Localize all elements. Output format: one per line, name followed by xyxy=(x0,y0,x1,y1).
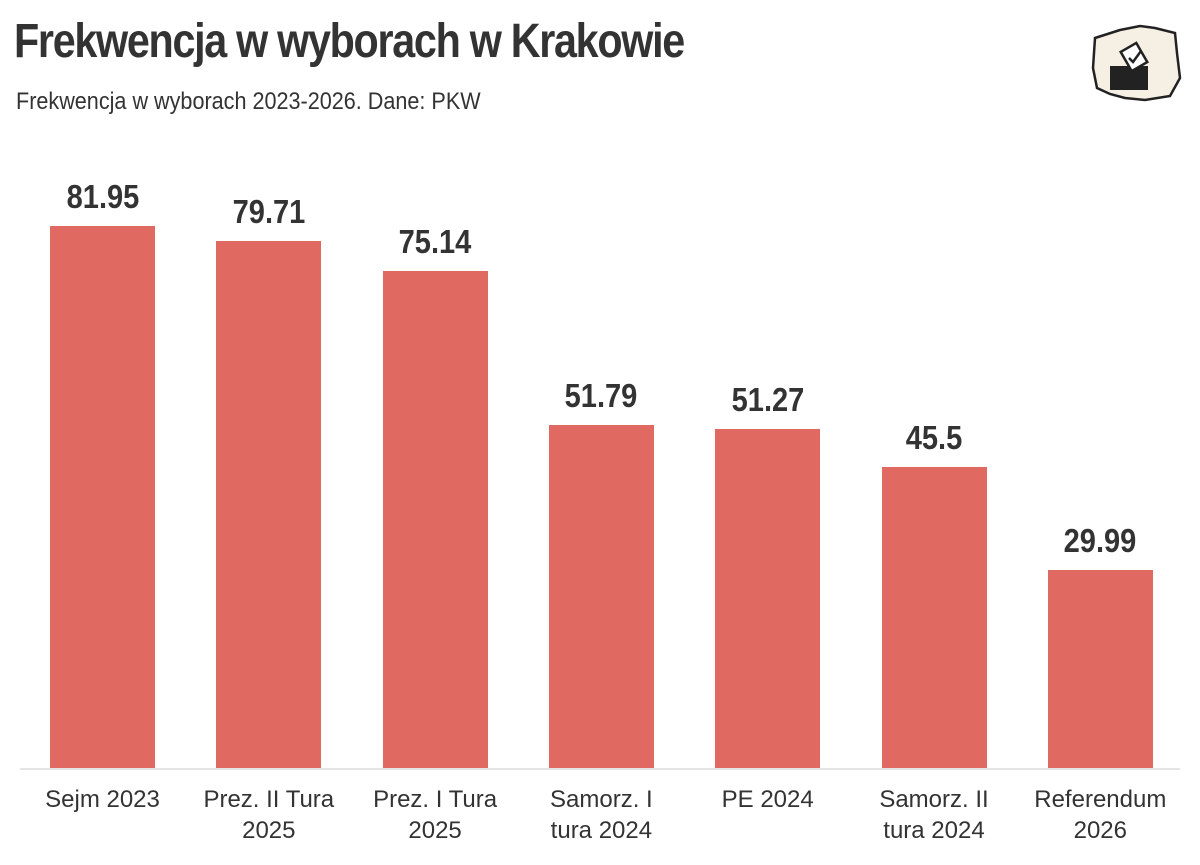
bar xyxy=(382,271,488,768)
data-label: 45.5 xyxy=(905,419,963,457)
chart-subtitle: Frekwencja w wyborach 2023-2026. Dane: P… xyxy=(16,88,481,115)
bar xyxy=(881,467,987,768)
chart-title: Frekwencja w wyborach w Krakowie xyxy=(14,15,685,68)
bar xyxy=(50,225,155,768)
data-label: 29.99 xyxy=(1063,521,1137,559)
data-label: 51.27 xyxy=(731,380,805,418)
x-tick-label: Referendum 2026 xyxy=(1034,786,1167,844)
x-tick-label: Samorz. I tura 2024 xyxy=(550,786,653,844)
data-label: 51.79 xyxy=(565,377,638,415)
bar xyxy=(1047,569,1153,768)
x-tick-label: Samorz. II tura 2024 xyxy=(879,786,989,844)
baseline xyxy=(20,768,1180,770)
data-label: 81.95 xyxy=(66,177,139,215)
bar xyxy=(715,428,821,768)
data-label: 79.71 xyxy=(232,192,306,230)
bar xyxy=(548,425,654,768)
logo xyxy=(1091,24,1182,102)
bar xyxy=(216,240,322,768)
x-tick-label: PE 2024 xyxy=(721,786,814,813)
x-tick-label: Prez. II Tura 2025 xyxy=(203,786,335,844)
x-tick-label: Sejm 2023 xyxy=(45,786,160,813)
data-label: 75.14 xyxy=(398,223,472,261)
x-tick-label: Prez. I Tura 2025 xyxy=(373,786,498,844)
